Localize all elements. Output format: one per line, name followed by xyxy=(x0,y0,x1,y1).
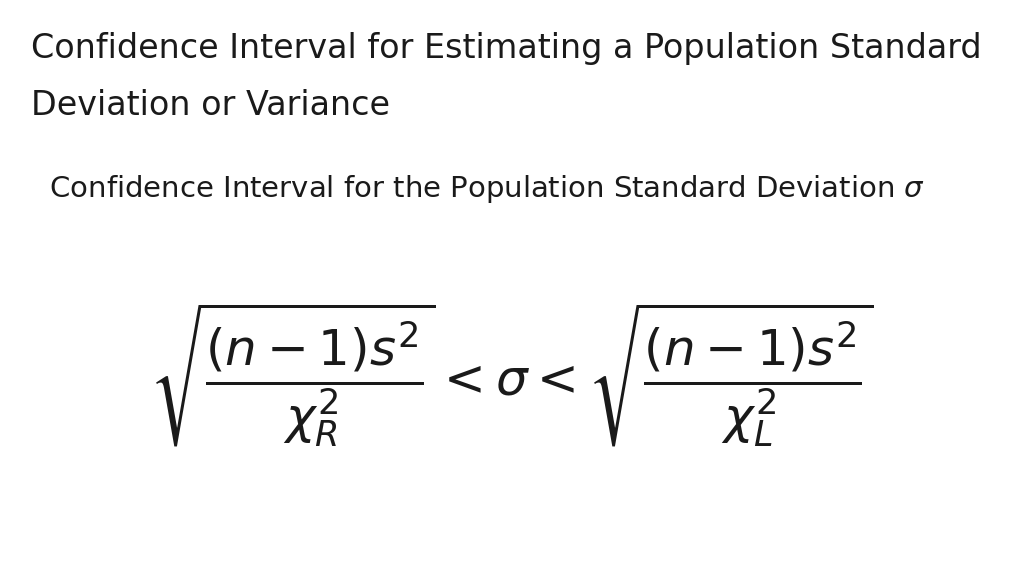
Text: $\sqrt{\dfrac{(n-1)s^2}{\chi^2_R}} < \sigma < \sqrt{\dfrac{(n-1)s^2}{\chi^2_L}}$: $\sqrt{\dfrac{(n-1)s^2}{\chi^2_R}} < \si… xyxy=(151,300,873,449)
Text: Confidence Interval for the Population Standard Deviation $\sigma$: Confidence Interval for the Population S… xyxy=(31,173,925,205)
Text: Deviation or Variance: Deviation or Variance xyxy=(31,89,390,122)
Text: Confidence Interval for Estimating a Population Standard: Confidence Interval for Estimating a Pop… xyxy=(31,32,981,65)
